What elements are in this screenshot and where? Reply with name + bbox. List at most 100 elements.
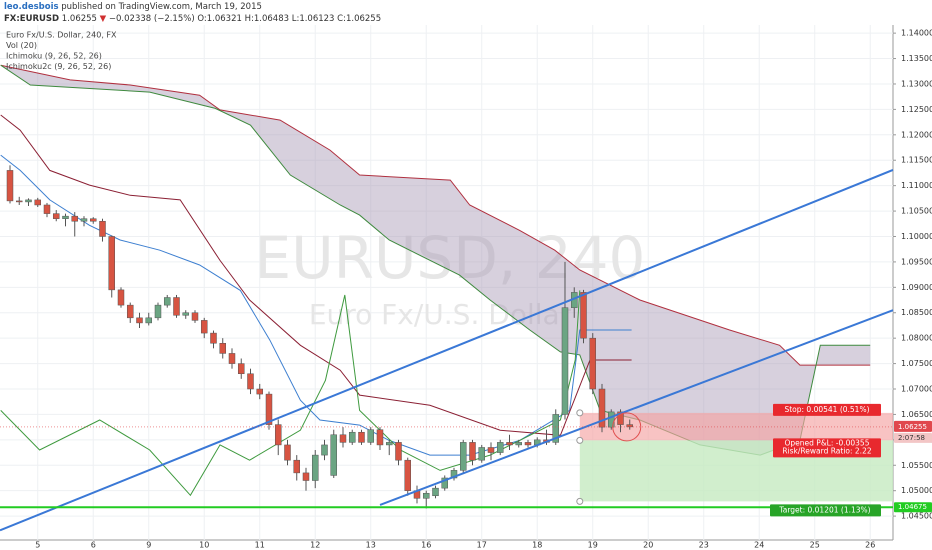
candle-body (117, 289, 125, 306)
legend-entry: Ichimoku (9, 26, 52, 26) (6, 52, 102, 61)
target-marker-bg (894, 502, 932, 513)
target-label: Target: 0.01201 (1.13%) (778, 505, 870, 514)
candle-body (321, 444, 328, 456)
y-tick-label: 1.11000 (901, 181, 932, 190)
highlight-circle (612, 412, 642, 442)
candle-body (43, 204, 51, 214)
x-tick-label: 5 (35, 541, 40, 550)
candle-body (432, 487, 439, 497)
candle-body (210, 332, 217, 344)
candle-body (626, 424, 633, 428)
candle-body (71, 215, 78, 222)
candle-body (126, 304, 134, 319)
candle-body (15, 200, 23, 203)
candle-body (580, 292, 587, 339)
candle-body (173, 297, 180, 316)
x-tick-label: 24 (754, 541, 764, 550)
candle-body (311, 454, 319, 481)
candle-body (358, 431, 365, 443)
candle-body (62, 215, 69, 219)
x-tick-label: 26 (865, 541, 875, 550)
pnl-label-bg (773, 438, 881, 458)
y-tick-label: 1.09500 (901, 257, 932, 266)
candle-body (302, 472, 310, 481)
candle-body (80, 218, 88, 222)
x-tick-label: 9 (146, 541, 151, 550)
candle-body (469, 442, 476, 461)
trend-line (379, 309, 894, 506)
candle-body (339, 434, 347, 443)
candle-body (607, 411, 615, 428)
candle-body (589, 337, 596, 390)
legend-entry: Euro Fx/U.S. Dollar, 240, FX (6, 31, 117, 40)
y-tick-label: 1.06500 (901, 410, 932, 419)
target-marker-label: 1.04675 (898, 503, 927, 511)
trend-line (0, 168, 894, 532)
close: C:1.06255 (337, 14, 381, 24)
y-tick-label: 1.08500 (901, 308, 932, 317)
watermark: Euro Fx/U.S. Dollar (309, 298, 572, 331)
stop-label: Stop: 0.00541 (0.51%) (784, 405, 869, 414)
candle-body (524, 442, 532, 446)
price-marker-bg (894, 420, 932, 432)
x-tick-label: 11 (255, 541, 265, 550)
candle-body (450, 470, 458, 479)
candle-body (145, 317, 152, 324)
stop-label-bg (773, 403, 881, 416)
candle-body (515, 442, 522, 446)
candle-body (256, 388, 263, 395)
candle-body (293, 459, 300, 474)
y-tick-label: 1.05500 (901, 461, 932, 470)
legend-entry: Vol (20) (6, 41, 37, 50)
cloud (0, 65, 871, 456)
y-tick-label: 1.04500 (901, 512, 932, 521)
candle-body (598, 388, 606, 428)
candle-body (265, 393, 273, 425)
position-handle (576, 436, 584, 444)
x-tick-label: 25 (810, 541, 820, 550)
timer-bg (894, 432, 932, 443)
author[interactable]: leo.desbois (4, 2, 59, 12)
candle-body (228, 353, 236, 364)
candle-body (284, 444, 291, 461)
candle-body (25, 199, 32, 203)
x-tick-label: 12 (310, 541, 320, 550)
candle-body (441, 477, 448, 489)
candle-body (219, 343, 226, 354)
candle-body (182, 312, 189, 316)
candle-body (376, 429, 384, 446)
y-tick-label: 1.12500 (901, 105, 932, 114)
position-handle (576, 497, 584, 505)
y-tick-label: 1.07500 (901, 359, 932, 368)
candle-body (200, 320, 208, 334)
y-tick-label: 1.10500 (901, 207, 932, 216)
target-label-bg (770, 504, 881, 517)
y-tick-label: 1.13000 (901, 79, 932, 88)
candle-body (478, 447, 485, 461)
y-tick-label: 1.12000 (901, 130, 932, 139)
candle-body (459, 442, 467, 471)
x-tick-label: 6 (91, 541, 96, 550)
x-tick-label: 10 (199, 541, 209, 550)
y-tick-label: 1.14000 (901, 29, 932, 38)
candle-body (552, 414, 559, 443)
high: H:1.06483 (245, 14, 289, 24)
price-timer: 2:07:58 (898, 434, 925, 442)
plot-area: EURUSD, 240 Euro Fx/U.S. Dollar (0, 25, 894, 540)
quote-line: FX:EURUSD 1.06255 ▼ −0.02338 (−2.15%) O:… (4, 14, 381, 24)
cloud-edge (0, 64, 871, 366)
symbol: FX:EURUSD (4, 14, 59, 24)
candle-body (506, 442, 513, 446)
candle-body (367, 429, 374, 443)
y-tick-label: 1.08000 (901, 334, 932, 343)
candle-body (34, 199, 41, 206)
published: published on TradingView.com, March 19, … (61, 2, 262, 12)
candle-body (617, 411, 624, 425)
candle-body (247, 373, 254, 390)
candle-body (330, 434, 337, 476)
indicator-line (0, 290, 581, 497)
candle-body (6, 170, 14, 202)
x-tick-label: 23 (699, 541, 709, 550)
header: leo.desbois published on TradingView.com… (4, 2, 381, 24)
